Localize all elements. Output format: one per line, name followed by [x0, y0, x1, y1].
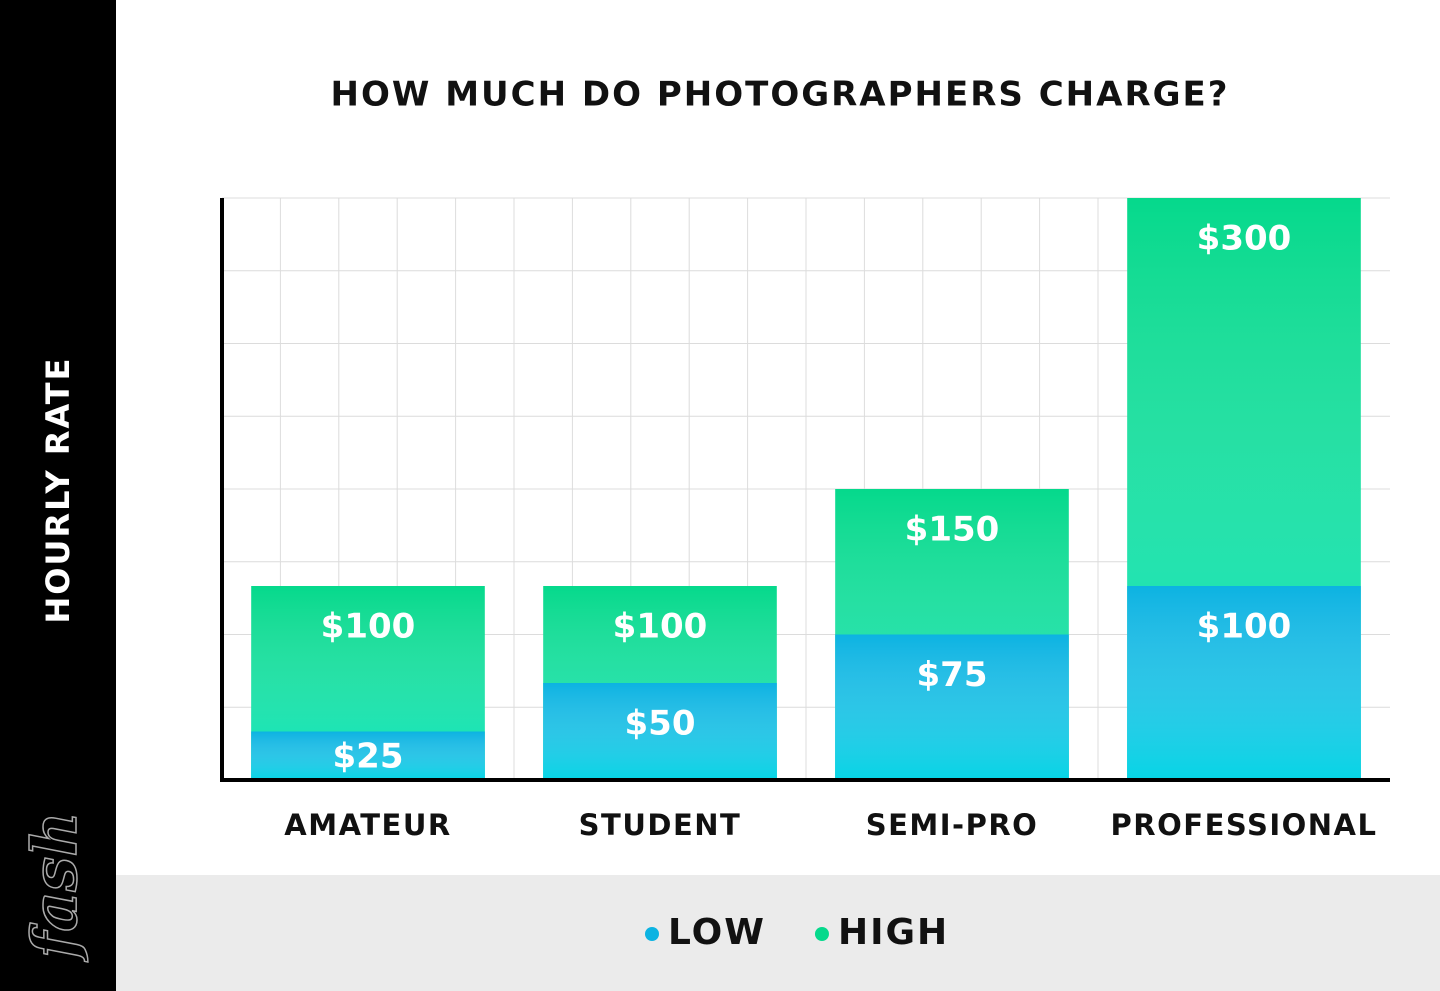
- x-tick-label: SEMI-PRO: [866, 808, 1039, 842]
- legend-band: [116, 875, 1440, 991]
- bar-shade: [1127, 586, 1361, 780]
- x-tick-label: AMATEUR: [284, 808, 451, 842]
- bars: $100 $25 $100 $50 $150 $75 $300 $100: [251, 198, 1361, 780]
- data-label: $25: [333, 736, 404, 776]
- x-tick-label: STUDENT: [579, 808, 742, 842]
- bar-shade: [251, 731, 485, 780]
- x-tick-label: PROFESSIONAL: [1111, 808, 1378, 842]
- chart-title: HOW MUCH DO PHOTOGRAPHERS CHARGE?: [331, 75, 1230, 115]
- data-label: $100: [613, 607, 708, 647]
- data-label: $100: [321, 607, 416, 647]
- data-label: $75: [917, 655, 988, 695]
- data-label: $300: [1197, 219, 1292, 259]
- legend-marker: [814, 927, 829, 941]
- sidebar: [0, 0, 116, 991]
- logo: fash: [18, 812, 91, 963]
- data-label: $100: [1197, 607, 1292, 647]
- data-label: $50: [625, 704, 696, 744]
- legend-marker: [645, 927, 659, 941]
- y-axis-label: HOURLY RATE: [39, 357, 77, 624]
- bar-shade: [835, 634, 1069, 780]
- legend-label: LOW: [668, 912, 766, 953]
- bar-shade: [543, 683, 777, 780]
- data-label: $150: [905, 510, 1000, 550]
- legend-label: HIGH: [838, 912, 949, 953]
